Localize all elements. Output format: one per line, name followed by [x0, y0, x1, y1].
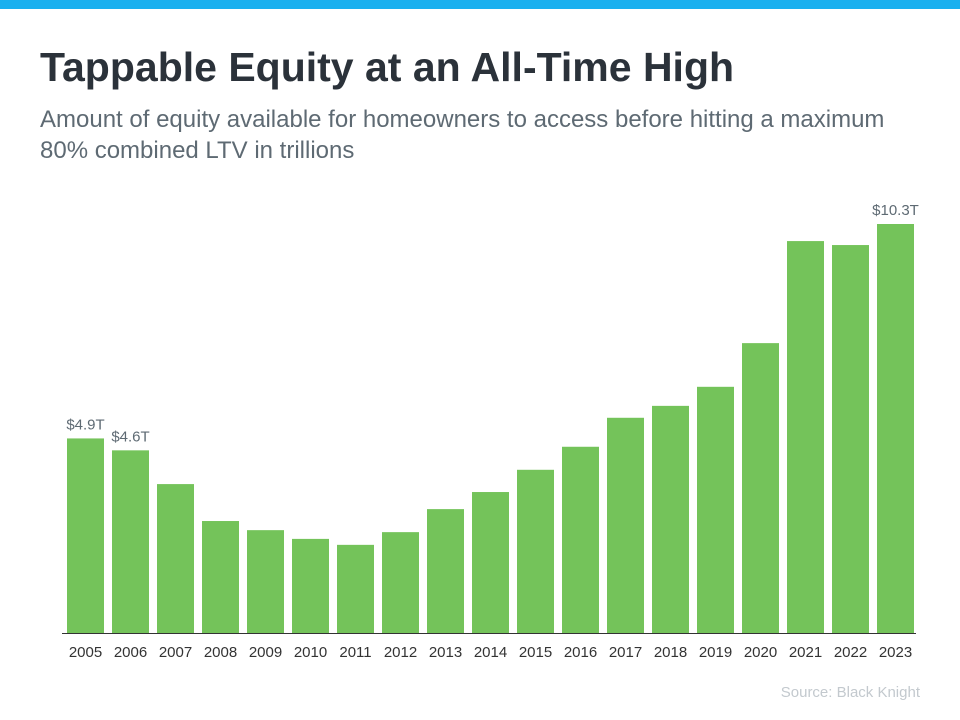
- bar-2013: [427, 509, 464, 633]
- x-tick-label: 2018: [654, 644, 687, 661]
- data-label: $4.9T: [66, 416, 104, 433]
- bar-2016: [562, 446, 599, 633]
- x-tick-label: 2013: [429, 644, 462, 661]
- x-tick-label: 2016: [564, 644, 597, 661]
- x-tick-label: 2009: [249, 644, 282, 661]
- bar-2020: [742, 343, 779, 633]
- x-tick-label: 2022: [834, 644, 867, 661]
- bar-2005: [67, 438, 104, 633]
- x-tick-label: 2017: [609, 644, 642, 661]
- x-tick-label: 2008: [204, 644, 237, 661]
- bar-2017: [607, 417, 644, 633]
- data-label: $4.6T: [111, 428, 149, 445]
- x-tick-label: 2015: [519, 644, 552, 661]
- bar-2008: [202, 521, 239, 633]
- source-note: Source: Black Knight: [780, 684, 920, 701]
- bar-2010: [292, 538, 329, 633]
- x-tick-label: 2007: [159, 644, 192, 661]
- x-tick-label: 2006: [114, 644, 147, 661]
- chart-title: Tappable Equity at an All-Time High: [40, 44, 735, 90]
- top-accent-bar: [0, 0, 960, 9]
- bar-2006: [112, 450, 149, 633]
- bar-2023: [877, 224, 914, 633]
- bar-2012: [382, 532, 419, 633]
- bar-2014: [472, 492, 509, 633]
- x-tick-label: 2005: [69, 644, 102, 661]
- chart-subtitle: Amount of equity available for homeowner…: [40, 106, 885, 164]
- bar-2021: [787, 241, 824, 633]
- bar-2018: [652, 405, 689, 633]
- x-tick-label: 2019: [699, 644, 732, 661]
- x-tick-label: 2010: [294, 644, 327, 661]
- data-label: $10.3T: [872, 202, 919, 219]
- bar-2015: [517, 469, 554, 633]
- bar-2019: [697, 386, 734, 633]
- bar-2007: [157, 484, 194, 633]
- bar-2009: [247, 530, 284, 633]
- x-tick-label: 2023: [879, 644, 912, 661]
- x-tick-label: 2020: [744, 644, 777, 661]
- x-tick-label: 2011: [339, 644, 371, 661]
- x-tick-label: 2014: [474, 644, 507, 661]
- bar-2011: [337, 544, 374, 633]
- x-tick-label: 2021: [789, 644, 822, 661]
- x-tick-label: 2012: [384, 644, 417, 661]
- bar-2022: [832, 245, 869, 633]
